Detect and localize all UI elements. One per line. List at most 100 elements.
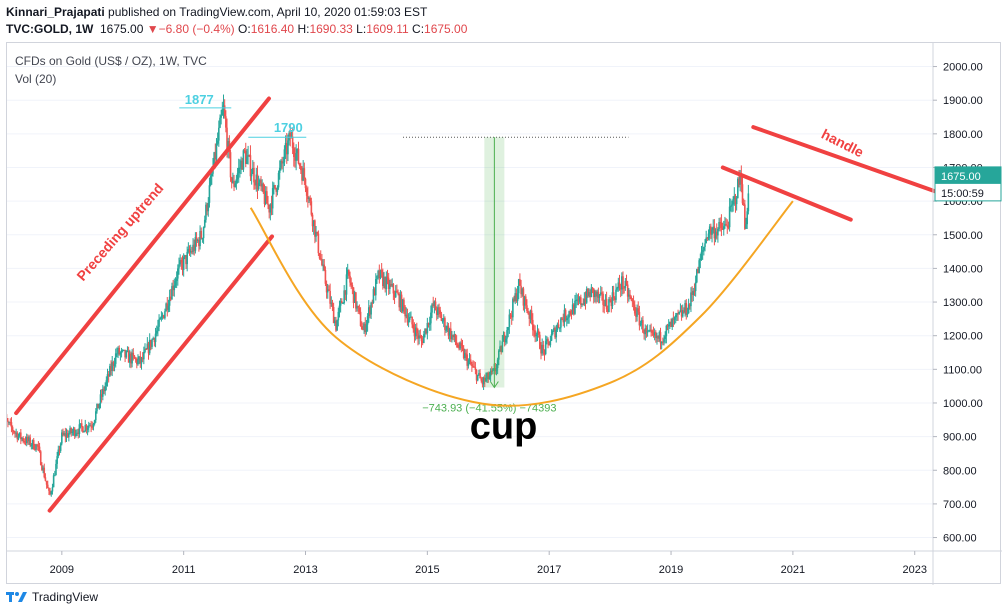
candle-up: [492, 368, 494, 372]
candle-down: [400, 294, 403, 312]
candle-up: [428, 323, 431, 325]
candle-up: [550, 334, 553, 341]
price-tick-label: 2000.00: [943, 62, 983, 74]
candle-up: [345, 274, 348, 295]
candle-up: [174, 280, 177, 286]
last-price-label: 1675.00: [941, 171, 981, 183]
candle-down: [564, 309, 567, 321]
chart-frame[interactable]: −743.93 (−41.55%) −74393 1877 1790 Precedin…: [6, 42, 1002, 585]
candle-up: [687, 304, 690, 314]
candle-down: [618, 282, 621, 288]
candle-up: [476, 374, 479, 381]
candle-up: [658, 332, 661, 339]
candle-down: [650, 329, 652, 331]
candle-down: [602, 293, 604, 305]
candle-up: [489, 370, 492, 377]
candle-down: [97, 403, 99, 409]
candle-down: [103, 388, 105, 392]
candle-up: [576, 299, 579, 301]
candle-up: [194, 237, 197, 251]
high-label: H:: [297, 22, 310, 36]
candle-down: [432, 304, 435, 306]
high-2-label: 1790: [274, 120, 303, 135]
published-text: published on TradingView.com, April 10, …: [108, 5, 428, 19]
candle-down: [420, 337, 423, 342]
candle-down: [350, 282, 353, 286]
candle-down: [483, 377, 486, 382]
publish-info: Kinnari_Prajapati published on TradingVi…: [6, 5, 427, 19]
candle-down: [112, 362, 115, 366]
price-axis[interactable]: 600.00 700.00 800.00 900.00 1000.00 1100.00 12…: [932, 43, 1002, 585]
candle-down: [127, 350, 130, 363]
time-tick-label: 2015: [415, 564, 439, 576]
candle-down: [12, 430, 15, 433]
candle-down: [369, 307, 371, 315]
candle-down: [404, 306, 406, 317]
candle-up: [237, 167, 240, 174]
candle-up: [220, 115, 222, 118]
candle-up: [93, 420, 96, 425]
price-chart[interactable]: −743.93 (−41.55%) −7439318771790Precedin…: [7, 43, 1002, 585]
candle-up: [568, 311, 570, 318]
candle-up: [343, 290, 345, 304]
candle-down: [386, 276, 389, 279]
time-axis[interactable]: 2009 2011 2013 2015 2017 2019 2021 2023: [7, 550, 1002, 576]
candle-up: [280, 160, 282, 168]
candle-down: [124, 349, 126, 358]
candle-up: [391, 284, 394, 286]
candle-up: [273, 184, 275, 188]
candle-up: [232, 180, 234, 183]
candle-up: [611, 292, 614, 307]
candle-up: [338, 305, 341, 312]
candle-down: [37, 445, 40, 447]
candle-up: [219, 117, 221, 128]
candle-up: [102, 388, 104, 397]
candle-up: [86, 428, 89, 430]
candle-up: [264, 191, 267, 205]
candle-down: [253, 167, 255, 183]
candle-up: [733, 195, 736, 199]
candle-up: [55, 463, 57, 476]
candle-up: [356, 305, 358, 309]
low-label: L:: [356, 22, 367, 36]
candle-down: [715, 231, 718, 236]
candle-up: [394, 290, 397, 298]
tradingview-footer[interactable]: TradingView: [6, 590, 98, 604]
candle-up: [616, 288, 618, 290]
candle-up: [72, 428, 75, 432]
candle-up: [76, 432, 78, 434]
candle-up: [105, 380, 108, 386]
candle-down: [328, 289, 330, 291]
candle-up: [17, 435, 20, 440]
candle-up: [192, 244, 194, 253]
candle-down: [626, 284, 629, 297]
candle-up: [694, 282, 697, 291]
candle-up: [84, 425, 87, 432]
candle-up: [739, 172, 741, 185]
candle-up: [375, 279, 377, 296]
high-value: 1690.33: [309, 22, 353, 36]
candle-up: [42, 467, 44, 470]
candle-up: [512, 298, 514, 318]
candle-down: [349, 275, 351, 283]
candle-down: [721, 228, 724, 230]
candle-up: [442, 318, 445, 321]
candle-down: [100, 394, 103, 397]
candle-down: [331, 302, 334, 307]
candle-down: [528, 313, 531, 319]
candle-down: [540, 348, 542, 354]
candle-up: [251, 167, 254, 175]
candle-down: [62, 432, 64, 435]
candle-up: [152, 338, 155, 340]
candle-up: [157, 326, 159, 331]
publisher-name[interactable]: Kinnari_Prajapati: [6, 5, 105, 19]
candle-down: [332, 306, 335, 324]
time-tick-label: 2009: [50, 564, 74, 576]
time-tick-label: 2011: [172, 564, 196, 576]
candle-down: [434, 301, 437, 311]
candle-up: [79, 423, 82, 425]
candle-down: [325, 283, 328, 293]
candle-up: [424, 328, 426, 335]
candle-down: [118, 348, 121, 355]
candle-down: [425, 328, 427, 334]
